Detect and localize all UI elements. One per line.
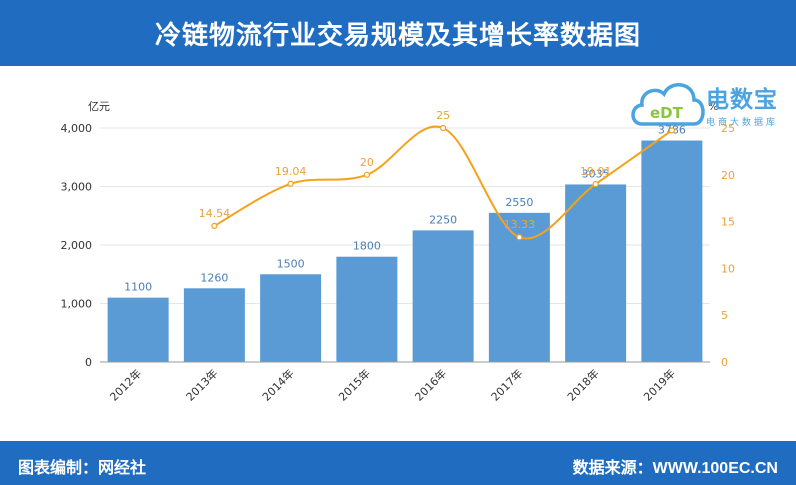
bar [107,297,169,362]
bar [565,184,627,362]
x-tick-label: 2012年 [107,366,144,403]
line-series [211,124,675,241]
page-title: 冷链物流行业交易规模及其增长率数据图 [0,0,796,66]
chart: 11001260150018002250255030353786 14.5419… [0,66,796,441]
line-value-label: 20 [360,156,374,169]
logo-main-text: 电数宝 [706,86,778,112]
line-point [592,180,599,188]
left-axis: 0 1,000 2,000 3,000 4,000 亿元 [61,100,111,369]
x-tick-label: 2014年 [259,366,296,403]
line-point [211,222,218,230]
x-tick-label: 2015年 [336,366,373,403]
bar-labels: 11001260150018002250255030353786 [124,124,686,294]
bar-value-label: 1500 [277,257,305,270]
line-point [440,124,447,132]
bar-value-label: 1800 [353,240,381,253]
left-tick-label: 3,000 [61,181,93,194]
left-tick-label: 1,000 [61,298,93,311]
right-tick-label: 5 [721,309,728,322]
bar [260,274,322,362]
right-tick-label: 10 [721,262,735,275]
right-axis-label: % [708,100,718,113]
bar [183,288,245,362]
x-tick-label: 2019年 [641,366,678,403]
right-tick-label: 15 [721,216,735,229]
bar [412,230,474,362]
line-value-label: 19.04 [275,165,307,178]
bar-value-label: 2250 [429,213,457,226]
right-axis: 0 5 10 15 20 25% [708,100,735,369]
chart-svg: 11001260150018002250255030353786 14.5419… [61,100,736,404]
bar [641,140,703,362]
bar [336,256,398,362]
line-value-label: 13.33 [504,218,536,231]
logo-badge: eDT [650,104,684,122]
footer: 图表编制：网经社 数据来源：WWW.100EC.CN [0,441,796,485]
right-tick-label: 0 [721,356,728,369]
line-point [668,127,675,134]
bar-value-label: 2550 [505,196,533,209]
right-tick-label: 20 [721,169,735,182]
logo: eDT 电数宝 电商大数据库 [628,72,788,136]
footer-credit: 图表编制：网经社 [18,460,147,477]
left-axis-label: 亿元 [88,100,110,113]
line-point [287,180,294,187]
bar-series [107,140,703,362]
bar-value-label: 3035 [582,167,610,180]
line-point [516,234,523,241]
right-tick-label: 25 [721,122,735,135]
x-tick-label: 2013年 [183,366,220,403]
bar-value-label: 1260 [200,271,228,284]
left-tick-label: 0 [85,356,92,369]
line-value-label: 25 [436,109,450,122]
x-axis: 2012年 2013年 2014年 2015年 2016年 2017年 2018年 2019年 [100,361,710,404]
footer-source: 数据来源：WWW.100EC.CN [572,460,778,477]
bar-value-label: 1100 [124,281,152,294]
cloud-logo-icon: eDT [631,83,705,126]
line-value-label: 19.01 [580,165,612,178]
line-point [363,171,370,178]
left-tick-label: 4,000 [61,122,93,135]
x-tick-label: 2017年 [488,366,525,403]
line-value-label: 14.54 [199,207,231,220]
x-tick-label: 2018年 [564,366,601,403]
logo-sub-text: 电商大数据库 [706,117,779,127]
x-tick-label: 2016年 [412,366,449,403]
left-tick-label: 2,000 [61,239,93,252]
